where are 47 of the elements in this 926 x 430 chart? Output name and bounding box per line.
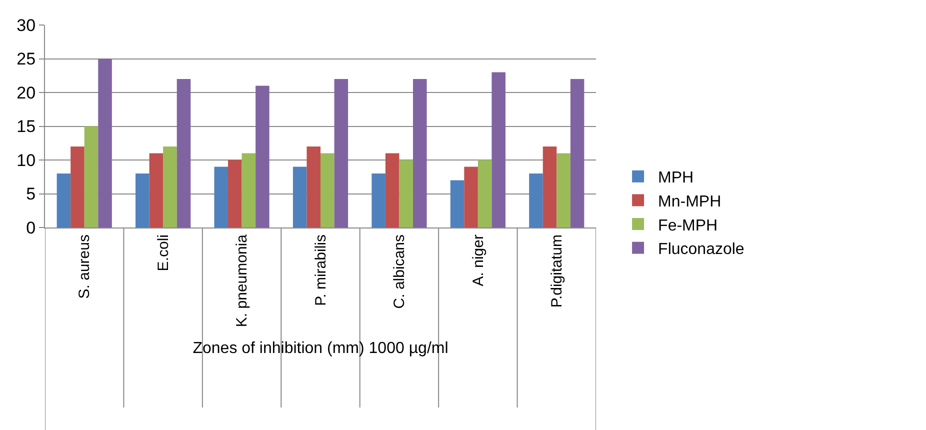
- x-tick-label: S. aureus: [76, 234, 94, 299]
- bar: [556, 153, 570, 228]
- y-tick-label: 20: [16, 83, 36, 102]
- y-tick-label: 0: [26, 218, 36, 238]
- bar: [306, 146, 320, 228]
- bar: [450, 180, 464, 228]
- legend-label: Fe-MPH: [658, 217, 718, 234]
- bar: [149, 153, 164, 228]
- bar: [385, 153, 400, 228]
- bar: [214, 166, 228, 228]
- bar: [412, 79, 427, 228]
- bar: [478, 160, 492, 228]
- bar: [292, 166, 307, 228]
- x-tick-label: C. albicans: [391, 234, 408, 309]
- bar: [529, 174, 543, 228]
- bar: [228, 160, 242, 228]
- bar: [399, 160, 413, 228]
- y-tick-label: 5: [26, 184, 36, 204]
- bar: [70, 146, 84, 228]
- bar: [56, 174, 71, 228]
- bar: [136, 174, 150, 228]
- legend-label: Mn-MPH: [658, 193, 722, 210]
- bar: [334, 79, 348, 228]
- bar: [464, 166, 478, 228]
- y-tick-label: 10: [16, 150, 36, 170]
- bar: [570, 79, 584, 228]
- bar: [176, 79, 191, 228]
- bar: [256, 86, 270, 228]
- y-tick-label: 15: [16, 117, 36, 136]
- bar: [98, 58, 112, 228]
- legend-label: Fluconazole: [658, 241, 744, 258]
- x-tick-label: K. pneumonia: [234, 234, 251, 328]
- legend-label: MPH: [658, 170, 694, 187]
- y-tick-label: 25: [16, 50, 36, 69]
- x-tick-label: E.coli: [154, 234, 172, 272]
- bar: [542, 146, 557, 228]
- x-tick-label: P. mirabilis: [312, 234, 330, 306]
- bar: [492, 72, 506, 228]
- y-tick-label: 30: [16, 16, 36, 35]
- x-tick-label: P.digitatum: [548, 234, 566, 308]
- bar: [84, 126, 98, 228]
- bar: [320, 153, 334, 228]
- bar: [372, 174, 386, 228]
- bar: [242, 153, 256, 228]
- bar: [163, 146, 177, 228]
- x-axis-title: Zones of inhibition (mm) 1000 µg/ml: [192, 340, 448, 357]
- x-tick-label: A. niger: [470, 234, 487, 286]
